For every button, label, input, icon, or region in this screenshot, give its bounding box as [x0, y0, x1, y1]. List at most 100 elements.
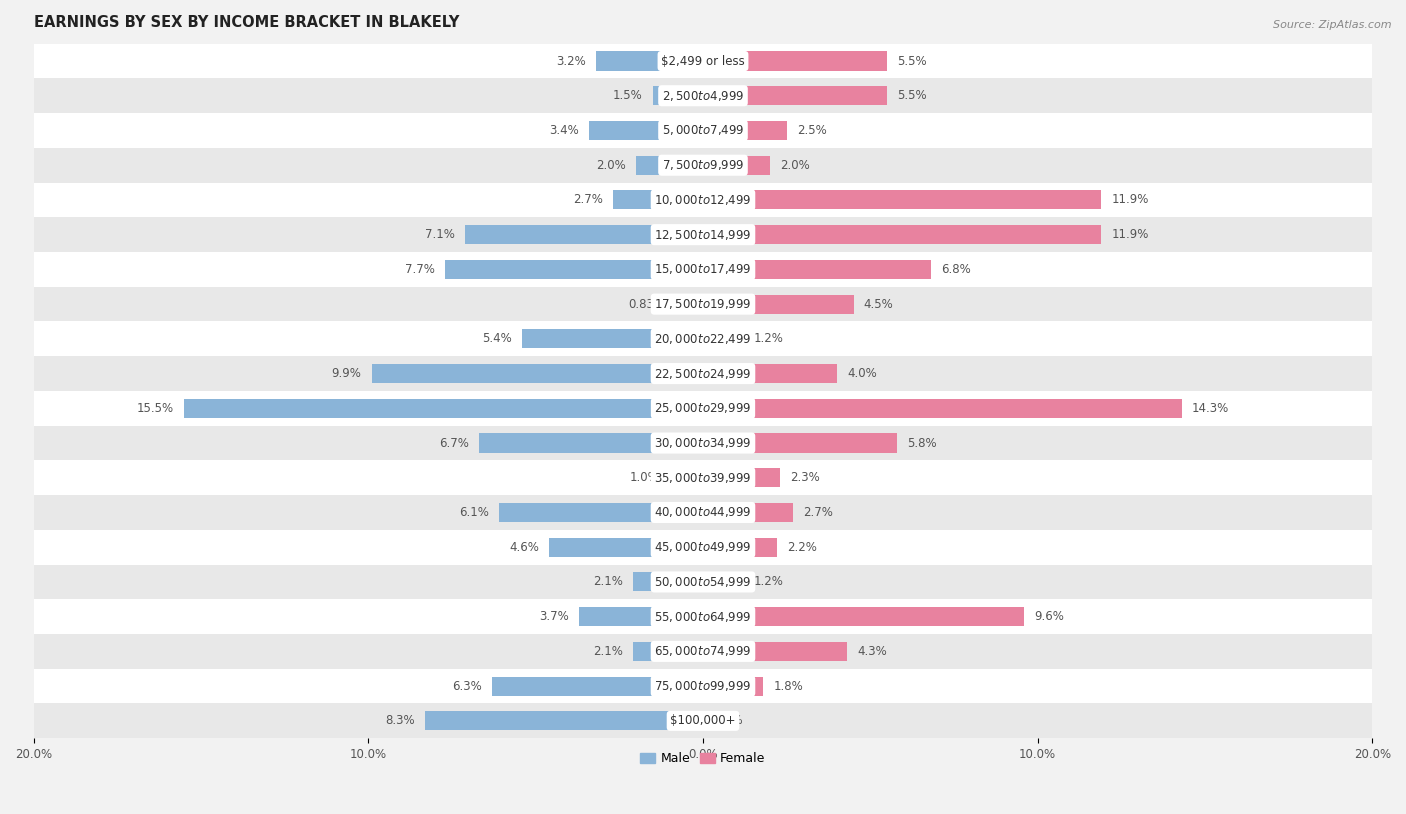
Text: 2.0%: 2.0% [596, 159, 626, 172]
Bar [34, 530, 1372, 565]
Text: 2.3%: 2.3% [790, 471, 820, 484]
Text: $2,499 or less: $2,499 or less [661, 55, 745, 68]
Text: $15,000 to $17,499: $15,000 to $17,499 [654, 262, 752, 277]
Text: $17,500 to $19,999: $17,500 to $19,999 [654, 297, 752, 311]
Bar [703, 503, 793, 522]
Bar [703, 607, 1025, 626]
Bar [34, 322, 1372, 357]
Bar [633, 642, 703, 661]
Text: 15.5%: 15.5% [136, 402, 174, 415]
Bar [703, 86, 887, 105]
Bar [579, 607, 703, 626]
Text: 2.2%: 2.2% [787, 540, 817, 554]
Bar [652, 86, 703, 105]
Text: 2.7%: 2.7% [572, 194, 603, 207]
Text: $30,000 to $34,999: $30,000 to $34,999 [654, 436, 752, 450]
Bar [703, 295, 853, 313]
Text: 5.5%: 5.5% [897, 90, 927, 103]
Text: 2.1%: 2.1% [593, 645, 623, 658]
Text: 0.83%: 0.83% [628, 298, 665, 311]
Text: 6.1%: 6.1% [458, 506, 489, 519]
Bar [34, 634, 1372, 669]
Bar [34, 391, 1372, 426]
Text: $5,000 to $7,499: $5,000 to $7,499 [662, 124, 744, 138]
Text: 2.0%: 2.0% [780, 159, 810, 172]
Text: 5.5%: 5.5% [897, 55, 927, 68]
Bar [34, 495, 1372, 530]
Text: 14.3%: 14.3% [1192, 402, 1229, 415]
Bar [703, 190, 1101, 209]
Bar [522, 330, 703, 348]
Text: $65,000 to $74,999: $65,000 to $74,999 [654, 645, 752, 659]
Bar [425, 711, 703, 730]
Bar [34, 113, 1372, 148]
Text: $12,500 to $14,999: $12,500 to $14,999 [654, 228, 752, 242]
Bar [703, 572, 744, 592]
Text: $45,000 to $49,999: $45,000 to $49,999 [654, 540, 752, 554]
Text: 4.6%: 4.6% [509, 540, 538, 554]
Text: 1.5%: 1.5% [613, 90, 643, 103]
Text: $50,000 to $54,999: $50,000 to $54,999 [654, 575, 752, 589]
Text: EARNINGS BY SEX BY INCOME BRACKET IN BLAKELY: EARNINGS BY SEX BY INCOME BRACKET IN BLA… [34, 15, 458, 30]
Bar [446, 260, 703, 279]
Text: 3.7%: 3.7% [540, 610, 569, 624]
Text: 1.0%: 1.0% [630, 471, 659, 484]
Text: $40,000 to $44,999: $40,000 to $44,999 [654, 505, 752, 519]
Bar [492, 676, 703, 696]
Text: 1.8%: 1.8% [773, 680, 803, 693]
Text: $20,000 to $22,499: $20,000 to $22,499 [654, 332, 752, 346]
Text: $10,000 to $12,499: $10,000 to $12,499 [654, 193, 752, 207]
Bar [34, 565, 1372, 599]
Text: 1.2%: 1.2% [754, 332, 783, 345]
Text: 5.8%: 5.8% [907, 436, 936, 449]
Bar [34, 703, 1372, 738]
Bar [703, 642, 846, 661]
Bar [675, 295, 703, 313]
Text: 0.0%: 0.0% [713, 715, 742, 728]
Bar [613, 190, 703, 209]
Bar [34, 599, 1372, 634]
Bar [34, 426, 1372, 461]
Bar [703, 468, 780, 488]
Bar [596, 51, 703, 71]
Text: $25,000 to $29,999: $25,000 to $29,999 [654, 401, 752, 415]
Text: $100,000+: $100,000+ [671, 715, 735, 728]
Bar [703, 260, 931, 279]
Text: 2.7%: 2.7% [803, 506, 834, 519]
Bar [371, 364, 703, 383]
Text: 11.9%: 11.9% [1111, 228, 1149, 241]
Text: 5.4%: 5.4% [482, 332, 512, 345]
Text: 3.4%: 3.4% [550, 124, 579, 137]
Bar [478, 434, 703, 453]
Bar [703, 330, 744, 348]
Bar [703, 121, 787, 140]
Text: $75,000 to $99,999: $75,000 to $99,999 [654, 679, 752, 694]
Text: $35,000 to $39,999: $35,000 to $39,999 [654, 470, 752, 485]
Bar [184, 399, 703, 418]
Text: 4.5%: 4.5% [863, 298, 893, 311]
Bar [465, 225, 703, 244]
Bar [633, 572, 703, 592]
Legend: Male, Female: Male, Female [636, 747, 770, 770]
Bar [548, 538, 703, 557]
Bar [34, 461, 1372, 495]
Bar [34, 287, 1372, 322]
Bar [34, 182, 1372, 217]
Bar [34, 78, 1372, 113]
Text: $55,000 to $64,999: $55,000 to $64,999 [654, 610, 752, 624]
Text: 9.9%: 9.9% [332, 367, 361, 380]
Text: 7.1%: 7.1% [426, 228, 456, 241]
Bar [703, 538, 776, 557]
Bar [589, 121, 703, 140]
Text: 4.3%: 4.3% [858, 645, 887, 658]
Bar [703, 364, 837, 383]
Text: 2.5%: 2.5% [797, 124, 827, 137]
Bar [703, 155, 770, 175]
Text: $7,500 to $9,999: $7,500 to $9,999 [662, 158, 744, 173]
Text: Source: ZipAtlas.com: Source: ZipAtlas.com [1274, 20, 1392, 30]
Bar [34, 357, 1372, 391]
Text: 6.8%: 6.8% [941, 263, 970, 276]
Text: 9.6%: 9.6% [1035, 610, 1064, 624]
Bar [34, 148, 1372, 182]
Bar [636, 155, 703, 175]
